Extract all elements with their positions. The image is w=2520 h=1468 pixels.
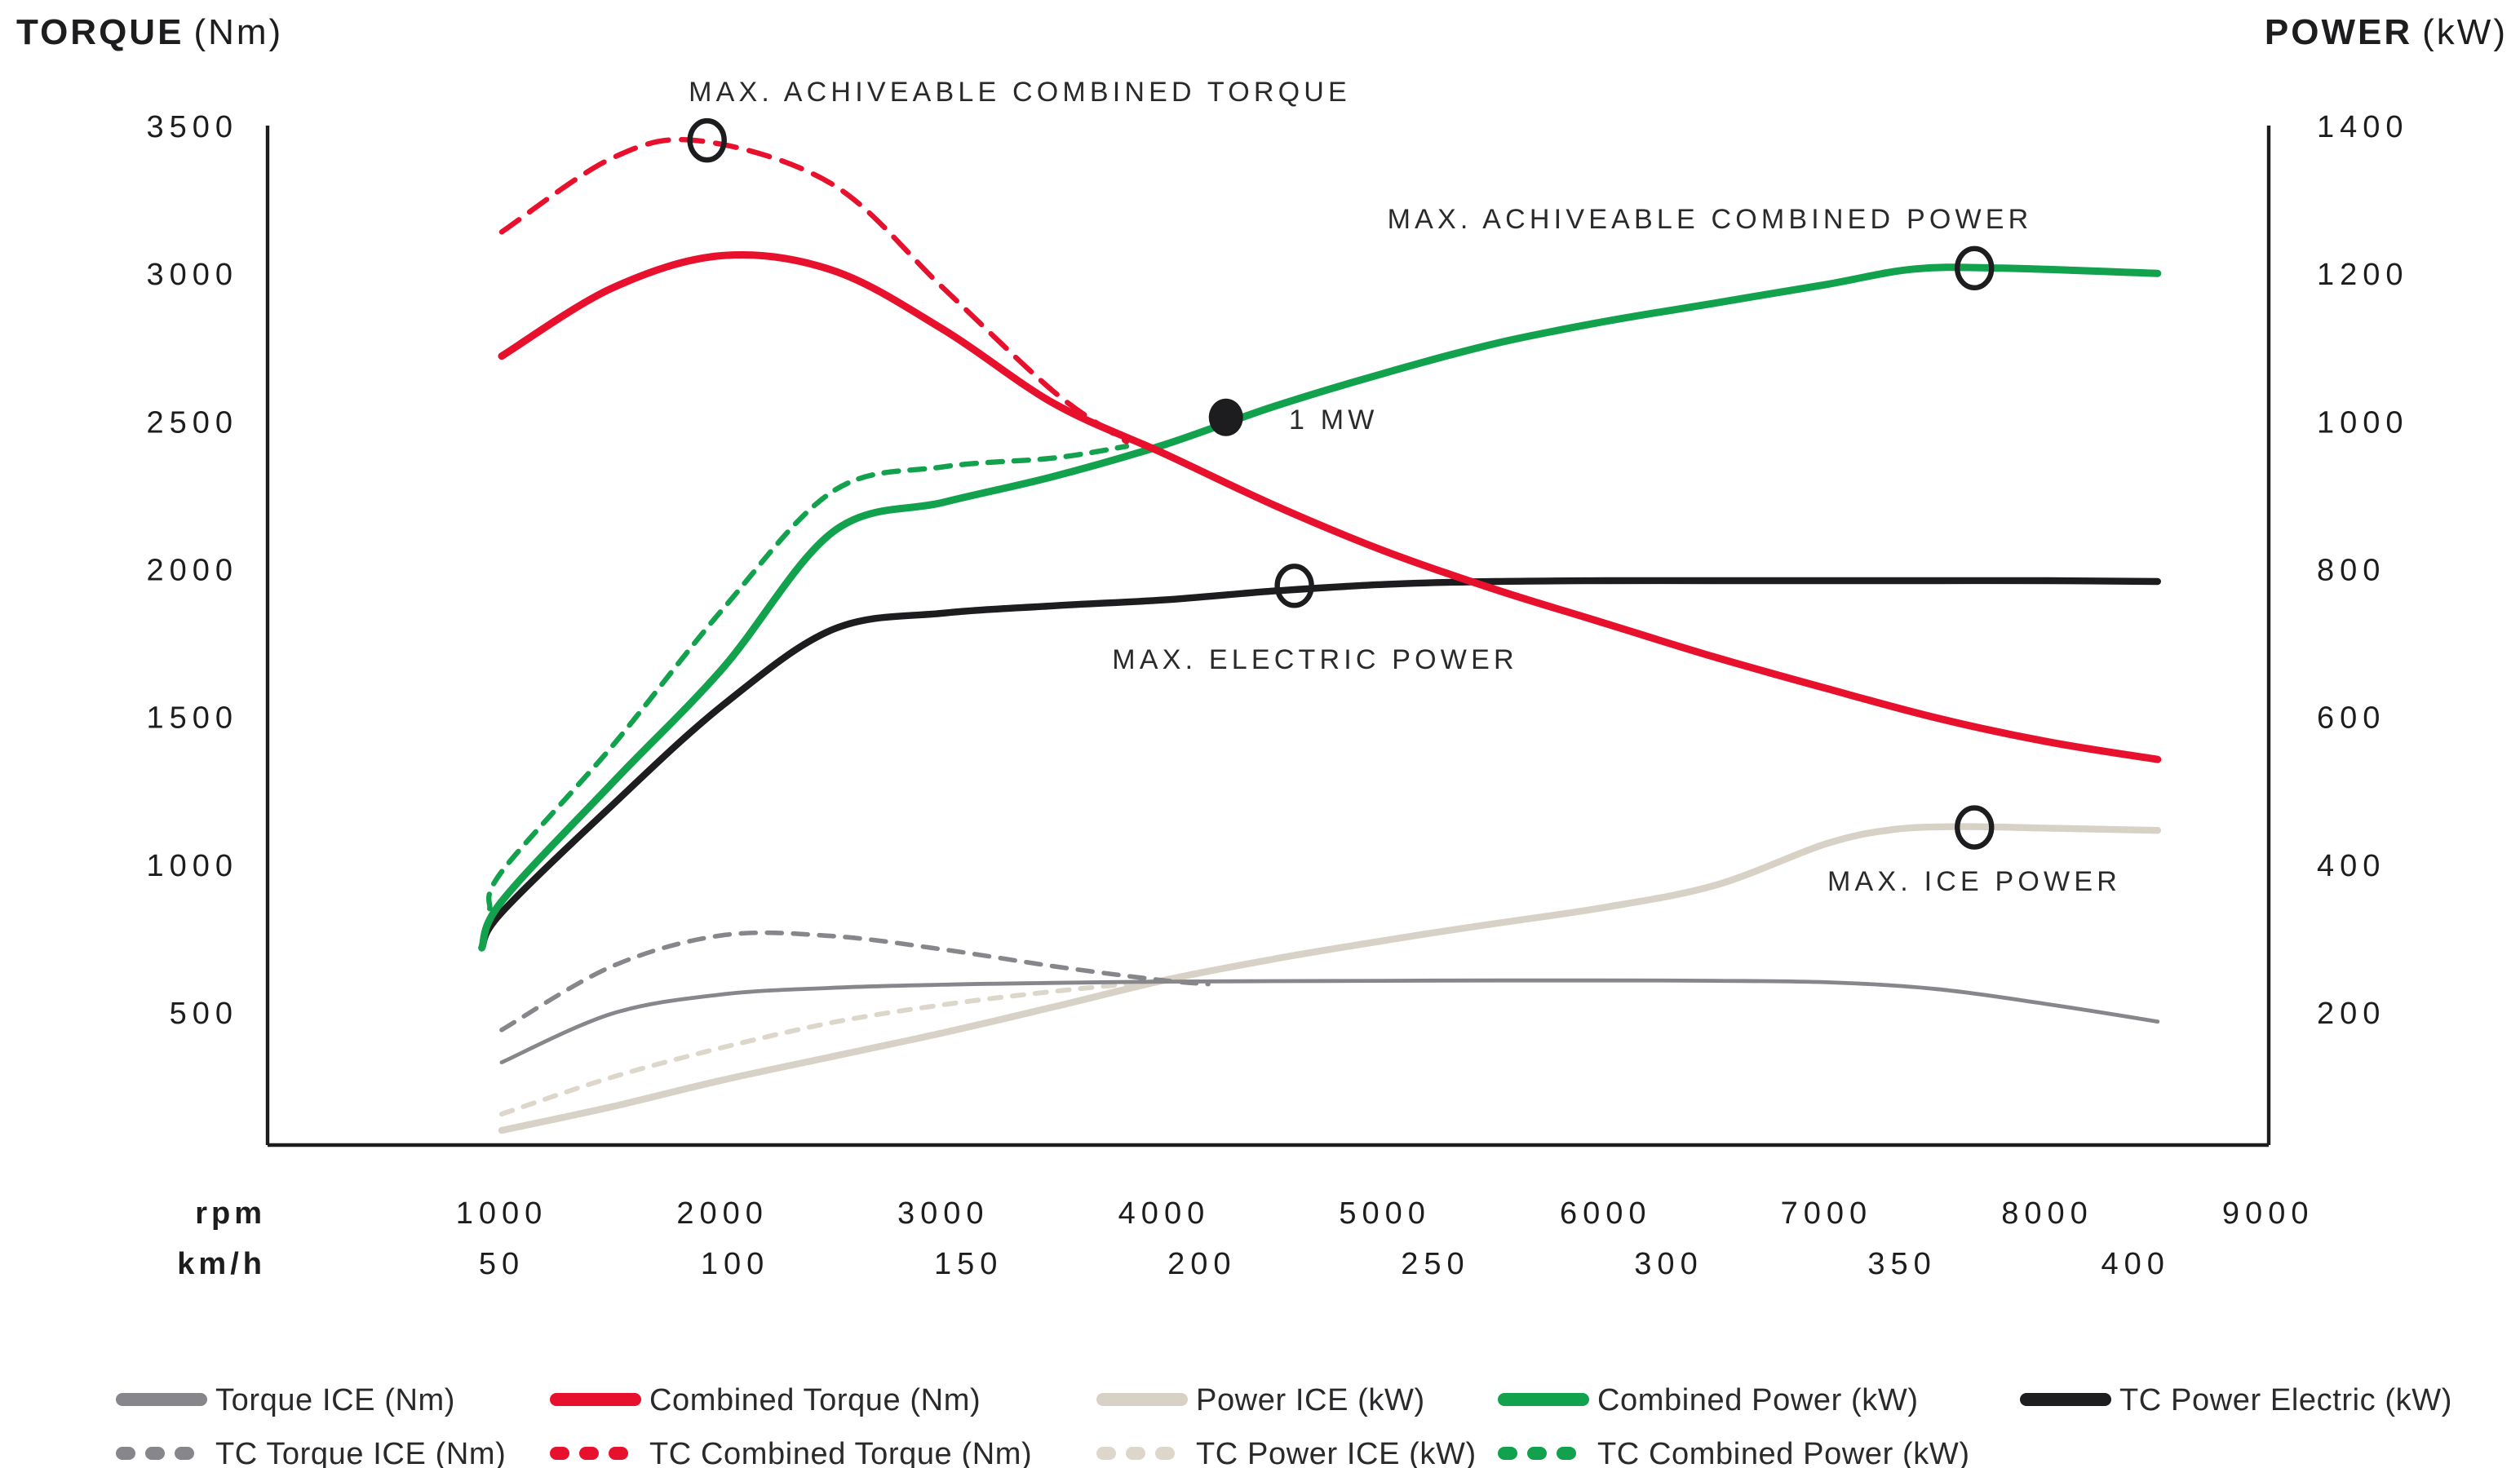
x-axis-row-label-kmh: km/h: [177, 1247, 266, 1281]
legend-label-0-3: Combined Power (kW): [1597, 1383, 1919, 1417]
torque-tick-3500: 3500: [146, 110, 238, 144]
series-power-ice-line: [498, 823, 2161, 1134]
torque-tick-2500: 2500: [146, 405, 238, 440]
power-tick-800: 800: [2317, 554, 2385, 588]
rpm-tick-9000: 9000: [2222, 1196, 2314, 1231]
annotation-max-ice-power: MAX. ICE POWER: [1827, 866, 2121, 897]
legend-label-1-3: TC Combined Power (kW): [1597, 1437, 1970, 1468]
rpm-tick-2000: 2000: [676, 1196, 768, 1231]
kmh-tick-150: 150: [934, 1247, 1003, 1281]
series-tc-combined-torque-line: [498, 136, 1130, 444]
marker-one-mw: [1208, 398, 1243, 436]
kmh-tick-400: 400: [2101, 1247, 2169, 1281]
right-axis-title: POWER (kW): [2265, 12, 2508, 52]
power-tick-1000: 1000: [2317, 405, 2409, 440]
torque-tick-500: 500: [170, 997, 238, 1031]
rpm-tick-1000: 1000: [456, 1196, 548, 1231]
annotation-max-combined-torque: MAX. ACHIVEABLE COMBINED TORQUE: [689, 77, 1351, 108]
legend-label-1-2: TC Power ICE (kW): [1196, 1437, 1477, 1468]
rpm-tick-8000: 8000: [2001, 1196, 2093, 1231]
plot-area: 3500 3000 2500 2000 1500 1000 500 1400 1200 1000 8…: [146, 77, 2409, 1281]
kmh-tick-250: 250: [1401, 1247, 1469, 1281]
kmh-tick-100: 100: [701, 1247, 769, 1281]
legend-label-0-0: Torque ICE (Nm): [215, 1383, 455, 1417]
power-tick-200: 200: [2317, 997, 2385, 1031]
series-tc-combined-power-line: [485, 444, 1130, 912]
left-axis-title-main: TORQUE: [16, 12, 184, 52]
rpm-tick-5000: 5000: [1339, 1196, 1431, 1231]
right-axis-title-unit: (kW): [2422, 12, 2508, 52]
power-tick-1400: 1400: [2317, 110, 2409, 144]
left-axis-title: TORQUE (Nm): [16, 12, 283, 52]
legend-label-0-1: Combined Torque (Nm): [649, 1383, 981, 1417]
series-combined-torque-line: [498, 250, 2162, 763]
series-combined-power-line: [478, 263, 2162, 952]
rpm-tick-7000: 7000: [1781, 1196, 1873, 1231]
series-torque-ice-line: [499, 978, 2160, 1064]
legend-label-1-1: TC Combined Torque (Nm): [649, 1437, 1032, 1468]
chart-legend: Torque ICE (Nm) Combined Torque (Nm) Power…: [116, 1383, 2452, 1468]
series-tc-power-ice-line: [499, 978, 1167, 1116]
marker-max-combined-power: [1955, 245, 1995, 291]
rpm-tick-3000: 3000: [897, 1196, 990, 1231]
power-tick-600: 600: [2317, 701, 2385, 736]
kmh-tick-50: 50: [479, 1247, 525, 1281]
kmh-tick-350: 350: [1867, 1247, 1936, 1281]
legend-label-1-0: TC Torque ICE (Nm): [215, 1437, 506, 1468]
kmh-tick-200: 200: [1167, 1247, 1236, 1281]
torque-tick-1000: 1000: [146, 849, 238, 883]
x-axis-row-label-rpm: rpm: [195, 1196, 266, 1231]
right-axis-title-main: POWER: [2265, 12, 2412, 52]
legend-label-0-2: Power ICE (kW): [1196, 1383, 1425, 1417]
torque-tick-1500: 1500: [146, 701, 238, 736]
marker-max-ice-power: [1955, 805, 1995, 850]
legend-label-0-4: TC Power Electric (kW): [2119, 1383, 2452, 1417]
marker-max-combined-torque: [687, 117, 727, 163]
torque-tick-2000: 2000: [146, 554, 238, 588]
power-tick-1200: 1200: [2317, 258, 2409, 292]
annotation-one-mw: 1 MW: [1289, 405, 1379, 436]
series-tc-power-electric-line: [478, 577, 2161, 952]
left-axis-title-unit: (Nm): [193, 12, 283, 52]
rpm-tick-6000: 6000: [1560, 1196, 1652, 1231]
torque-tick-3000: 3000: [146, 258, 238, 292]
annotation-max-electric-power: MAX. ELECTRIC POWER: [1112, 644, 1517, 675]
annotation-max-combined-power: MAX. ACHIVEABLE COMBINED POWER: [1388, 204, 2033, 235]
power-tick-400: 400: [2317, 849, 2385, 883]
rpm-tick-4000: 4000: [1118, 1196, 1211, 1231]
kmh-tick-300: 300: [1634, 1247, 1703, 1281]
marker-max-electric-power: [1274, 564, 1314, 608]
